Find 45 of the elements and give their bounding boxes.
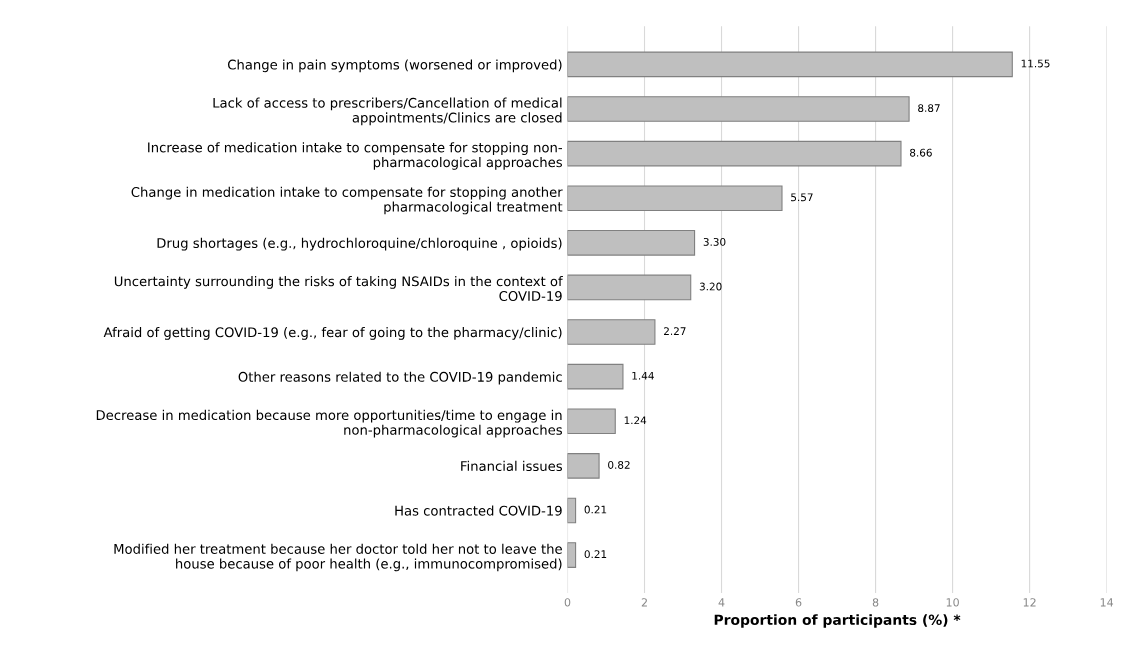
bar xyxy=(567,497,577,524)
bar xyxy=(567,140,902,167)
bar xyxy=(567,229,696,256)
y-tick-label: Financial issues xyxy=(461,460,562,472)
x-tick-label: 10 xyxy=(946,598,959,607)
x-tick-label: 14 xyxy=(1100,598,1114,607)
x-tick-label: 2 xyxy=(641,598,647,607)
y-tick-label: Modified her treatment because her doctor told her not to leave the house because of poor health (e.g., immunocompromised) xyxy=(114,543,562,572)
y-tick-label: Other reasons related to the COVID-19 pandemic xyxy=(238,371,562,385)
bar xyxy=(567,96,910,122)
x-tick-label: 0 xyxy=(564,598,571,607)
data-label: 5.57 xyxy=(791,193,813,202)
data-label: 1.44 xyxy=(632,371,654,380)
data-label: 2.27 xyxy=(664,327,686,335)
data-label: 1.24 xyxy=(624,416,647,425)
data-label: 3.30 xyxy=(703,237,726,246)
data-label: 0.21 xyxy=(584,505,607,514)
x-tick-label: 4 xyxy=(718,598,725,607)
y-tick-label: Change in pain symptoms (worsened or improved) xyxy=(227,59,562,73)
y-tick-label: Afraid of getting COVID-19 (e.g., fear of going to the pharmacy/clinic) xyxy=(103,327,562,340)
bar xyxy=(567,408,616,435)
y-tick-label: Increase of medication intake to compensate for stopping non- pharmacological approaches xyxy=(148,142,562,170)
bar xyxy=(567,51,1013,78)
data-label: 8.66 xyxy=(910,148,932,157)
y-tick-label: Drug shortages (e.g., hydrochloroquine/chloroquine , opioids) xyxy=(157,237,562,251)
y-tick-label: Lack of access to prescribers/Cancellation of medical appointments/Clinics are closed xyxy=(213,97,562,126)
data-label: 8.87 xyxy=(918,104,940,113)
y-tick-label: Uncertainty surrounding the risks of taking NSAIDs in the context of COVID-19 xyxy=(114,276,563,302)
x-tick-label: 6 xyxy=(795,598,802,607)
bar xyxy=(567,185,783,212)
y-tick-label: Change in medication intake to compensate for stopping another pharmacological treatment xyxy=(131,186,563,215)
data-label: 11.55 xyxy=(1021,59,1050,68)
y-tick-label: Decrease in medication because more opportunities/time to engage in non-pharmacological approaches xyxy=(96,409,562,438)
data-label: 3.20 xyxy=(699,282,722,291)
bar xyxy=(567,453,600,479)
bar xyxy=(567,319,656,345)
data-label: 0.21 xyxy=(584,550,607,559)
bar xyxy=(567,274,692,301)
x-tick-label: 8 xyxy=(872,598,879,607)
y-tick-label: Has contracted COVID-19 xyxy=(395,505,562,516)
x-tick-label: 12 xyxy=(1023,598,1036,607)
bar xyxy=(567,363,624,390)
data-label: 0.82 xyxy=(608,461,630,469)
x-axis-title: Proportion of participants (%) * xyxy=(714,614,961,628)
bar xyxy=(567,542,577,568)
